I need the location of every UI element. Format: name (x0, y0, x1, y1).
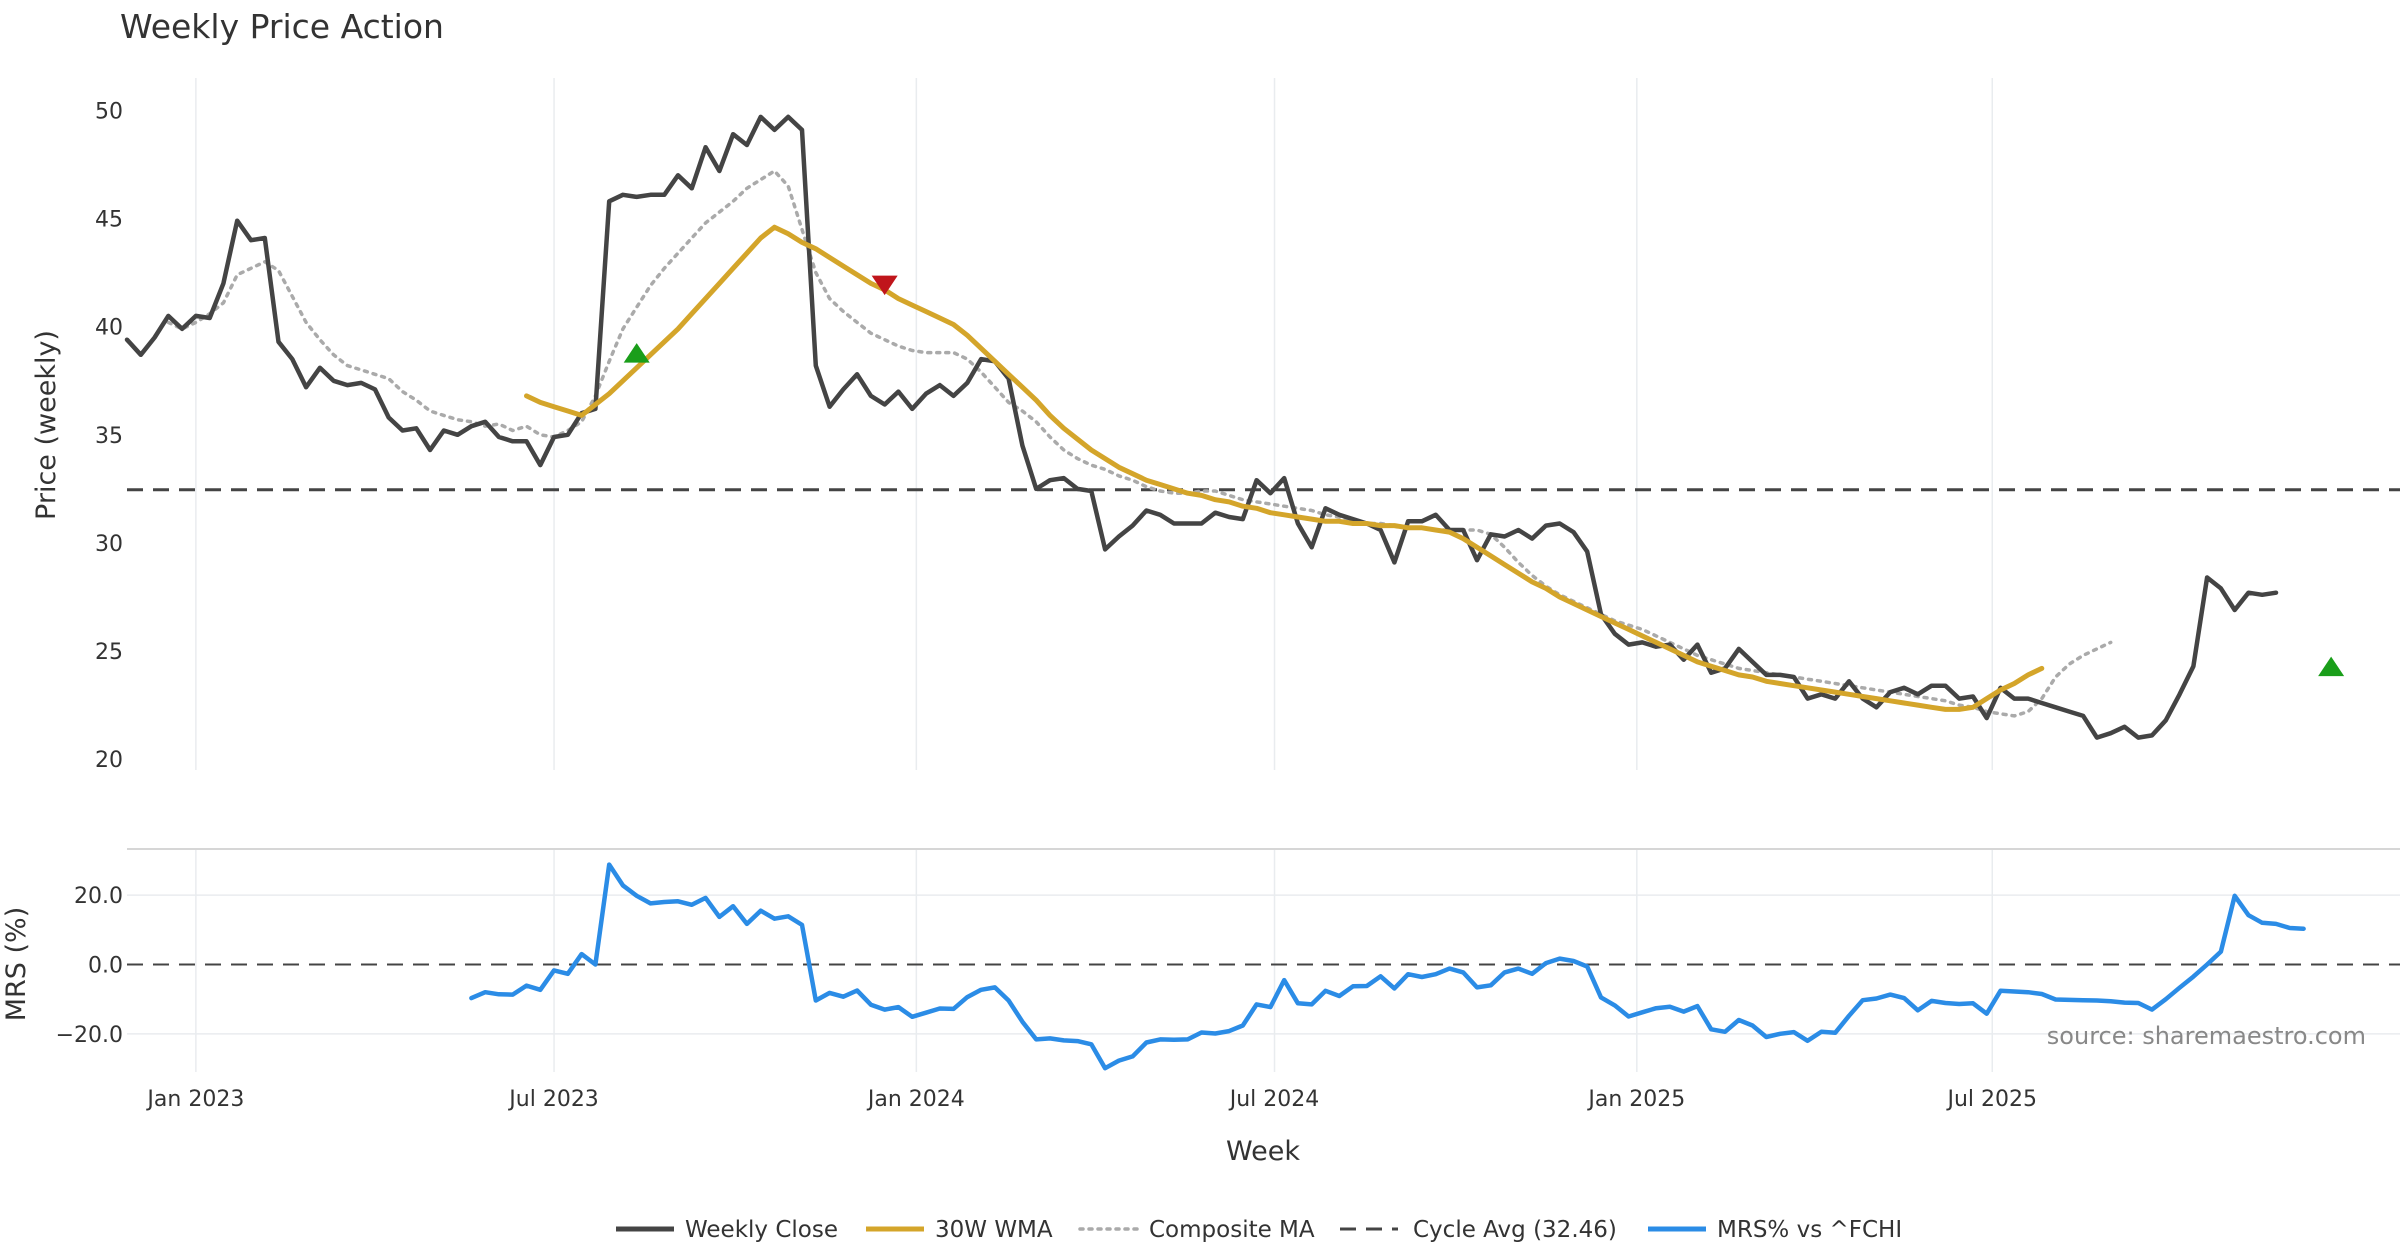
legend-item-cycle: Cycle Avg (32.46) (1340, 1217, 1617, 1243)
price-grid (195, 78, 1993, 770)
mrs-y-tick-0: 0.0 (88, 953, 123, 978)
legend-item-close: Weekly Close (616, 1217, 838, 1243)
mrs-line (469, 862, 2306, 1071)
legend-label-wma: 30W WMA (935, 1217, 1053, 1243)
mrs-y-tick-20: 20.0 (74, 884, 123, 909)
legend-label-cycle: Cycle Avg (32.46) (1413, 1217, 1617, 1243)
source-label: source: sharemaestro.com (2047, 1022, 2366, 1050)
price-y-axis: 20 25 30 35 40 45 50 (95, 99, 123, 773)
x-tick-jan-2025: Jan 2025 (1586, 1087, 1685, 1112)
x-tick-jul-2023: Jul 2023 (507, 1087, 599, 1112)
buy-signal-marker-3 (2318, 656, 2345, 677)
price-series-layer (124, 114, 2400, 740)
buy-signal-marker-1 (623, 343, 650, 363)
mrs-series-layer (127, 862, 2400, 1071)
weekly-close-line (124, 114, 2279, 740)
price-y-tick-35: 35 (95, 424, 123, 449)
x-tick-jul-2024: Jul 2024 (1228, 1087, 1320, 1112)
x-tick-jul-2025: Jul 2025 (1945, 1087, 2037, 1112)
legend-label-mrs: MRS% vs ^FCHI (1717, 1217, 1902, 1243)
legend-label-close: Weekly Close (685, 1217, 838, 1243)
price-y-tick-20: 20 (95, 748, 123, 773)
wma-30w-line (524, 224, 2045, 712)
sell-signal-marker-2 (871, 275, 898, 296)
price-y-tick-40: 40 (95, 316, 123, 341)
mrs-y-axis: 20.0 0.0 −20.0 (56, 884, 123, 1048)
x-tick-jan-2023: Jan 2023 (145, 1087, 244, 1112)
price-y-tick-50: 50 (95, 99, 123, 124)
price-y-tick-45: 45 (95, 208, 123, 233)
chart-title: Weekly Price Action (120, 7, 444, 46)
price-y-tick-30: 30 (95, 532, 123, 557)
mrs-y-tick-minus-20: −20.0 (56, 1023, 123, 1048)
price-y-tick-25: 25 (95, 640, 123, 665)
price-axis-title: Price (weekly) (31, 330, 62, 520)
mrs-axis-title: MRS (%) (1, 907, 32, 1022)
legend-item-mrs: MRS% vs ^FCHI (1648, 1217, 1902, 1243)
legend-item-wma: 30W WMA (866, 1217, 1053, 1243)
composite-ma-line (166, 169, 2113, 718)
x-axis: Jan 2023 Jul 2023 Jan 2024 Jul 2024 Jan 2025… (145, 1087, 2037, 1112)
mrs-grid (127, 850, 2400, 1072)
x-axis-title: Week (1226, 1136, 1300, 1167)
signal-markers (623, 275, 2345, 677)
x-tick-jan-2024: Jan 2024 (866, 1087, 965, 1112)
legend-item-composite: Composite MA (1078, 1217, 1315, 1243)
legend-label-composite: Composite MA (1149, 1217, 1315, 1243)
legend: Weekly Close 30W WMA Composite MA Cycle … (616, 1217, 1902, 1243)
